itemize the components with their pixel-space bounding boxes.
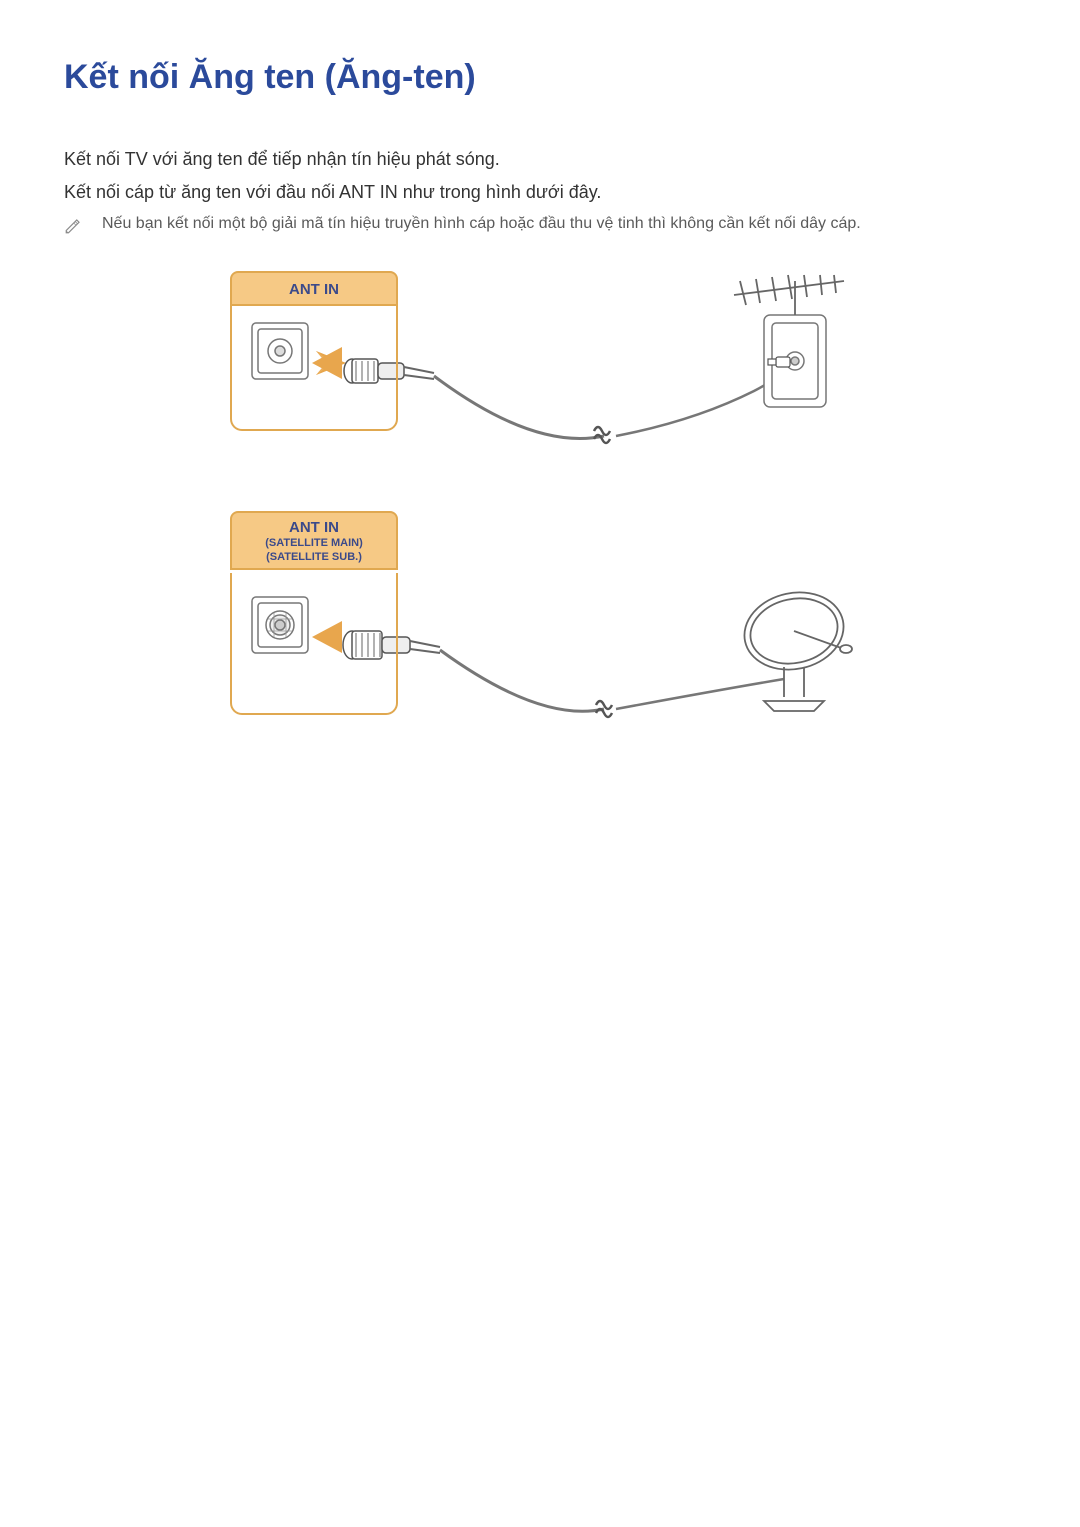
paragraph-1: Kết nối TV với ăng ten để tiếp nhận tín … <box>64 145 1020 174</box>
page-title: Kết nối Ăng ten (Ăng-ten) <box>64 58 1020 97</box>
pencil-icon <box>64 217 82 235</box>
satellite-callout-label: ANT IN (SATELLITE MAIN) (SATELLITE SUB.) <box>230 511 398 571</box>
diagrams-container: ANT IN <box>64 271 1020 741</box>
antenna-callout-label: ANT IN <box>230 271 398 306</box>
cable-path <box>440 650 604 711</box>
cable-path-2 <box>616 679 784 709</box>
satellite-label-sub2: (SATELLITE SUB.) <box>232 550 396 564</box>
note-row: Nếu bạn kết nối một bộ giải mã tín hiệu … <box>64 215 1020 235</box>
cable-path <box>434 376 604 439</box>
antenna-label-text: ANT IN <box>289 281 339 298</box>
diagram-antenna: ANT IN <box>224 271 860 471</box>
antenna-callout-frame <box>230 301 398 431</box>
satellite-callout-frame <box>230 573 398 715</box>
note-text: Nếu bạn kết nối một bộ giải mã tín hiệu … <box>102 215 861 233</box>
cable-path-2 <box>616 361 784 436</box>
yagi-antenna-icon <box>734 275 844 315</box>
outlet-connector-icon <box>768 357 790 367</box>
paragraph-2: Kết nối cáp từ ăng ten với đầu nối ANT I… <box>64 178 1020 207</box>
satellite-label-main: ANT IN <box>232 519 396 536</box>
diagram-satellite: ANT IN (SATELLITE MAIN) (SATELLITE SUB.) <box>224 511 860 741</box>
title-text: Kết nối Ăng ten (Ăng-ten) <box>64 58 476 96</box>
satellite-dish-icon <box>737 583 852 711</box>
satellite-label-sub1: (SATELLITE MAIN) <box>232 536 396 550</box>
